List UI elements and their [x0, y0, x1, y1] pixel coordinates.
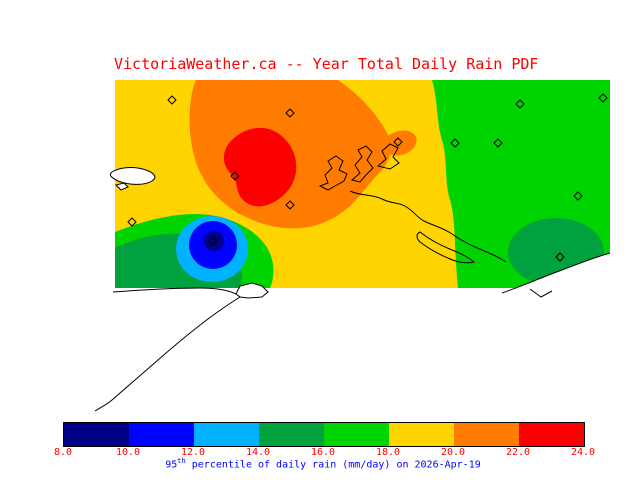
colorbar-segment — [64, 423, 129, 446]
station-marker-diamond — [515, 99, 525, 109]
colorbar-segment — [259, 423, 324, 446]
coast-saanich-inlet — [376, 143, 400, 170]
colorbar-tick-label: 20.0 — [440, 447, 466, 458]
coast-esquimalt-harbour — [350, 145, 374, 183]
station-marker-diamond — [598, 93, 608, 103]
coast-san-juan-island — [416, 231, 476, 264]
coast-dungeness-spit — [235, 282, 269, 299]
colorbar-segment — [129, 423, 194, 446]
colorbar-tick-label: 14.0 — [245, 447, 271, 458]
contour-level-red — [224, 127, 297, 207]
station-marker-diamond — [285, 108, 295, 118]
colorbar — [63, 422, 585, 447]
station-marker-diamond — [393, 137, 403, 147]
station-marker-diamond — [573, 191, 583, 201]
station-marker-diamond — [555, 252, 565, 262]
colorbar-tick-label: 24.0 — [570, 447, 596, 458]
station-marker-diamond — [230, 171, 240, 181]
plot-title: VictoriaWeather.ca -- Year Total Daily R… — [114, 55, 539, 73]
coast-port-spit — [529, 288, 553, 298]
station-marker-diamond — [285, 200, 295, 210]
colorbar-segment — [519, 423, 584, 446]
coast-west-islet-small — [115, 182, 129, 191]
coast-island-chain — [349, 190, 507, 263]
colorbar-tick-label: 12.0 — [180, 447, 206, 458]
station-marker-diamond — [493, 138, 503, 148]
contour-level-orange-spot — [383, 130, 417, 156]
station-marker-diamond — [450, 138, 460, 148]
colorbar-tick-label: 22.0 — [505, 447, 531, 458]
coast-olympic-peninsula — [94, 287, 241, 412]
station-marker-diamond — [167, 95, 177, 105]
colorbar-tick-label: 18.0 — [375, 447, 401, 458]
station-marker-diamond — [208, 236, 218, 246]
coastlines — [94, 143, 611, 412]
station-marker-diamond — [127, 217, 137, 227]
colorbar-tick-label: 8.0 — [53, 447, 73, 458]
colorbar-ticks: 8.0 10.0 12.0 14.0 16.0 18.0 20.0 22.0 24.0 — [0, 447, 640, 459]
caption-superscript: th — [177, 457, 186, 465]
colorbar-segment — [454, 423, 519, 446]
contour-level-navy — [204, 231, 224, 251]
caption-suffix: percentile of daily rain (mm/day) on 202… — [185, 459, 481, 471]
colorbar-tick-label: 16.0 — [310, 447, 336, 458]
caption: 95th percentile of daily rain (mm/day) o… — [0, 457, 640, 470]
station-markers — [127, 93, 608, 262]
coast-victoria-harbour — [318, 155, 348, 191]
colorbar-segment — [389, 423, 454, 446]
contour-field — [115, 80, 610, 288]
coast-west-islet — [109, 167, 156, 185]
colorbar-tick-label: 10.0 — [115, 447, 141, 458]
colorbar-segment — [324, 423, 389, 446]
caption-prefix: 95 — [165, 459, 178, 471]
coast-southeast-landfill — [502, 253, 610, 300]
coast-southeast-shoreline — [501, 252, 611, 294]
colorbar-segment — [194, 423, 259, 446]
